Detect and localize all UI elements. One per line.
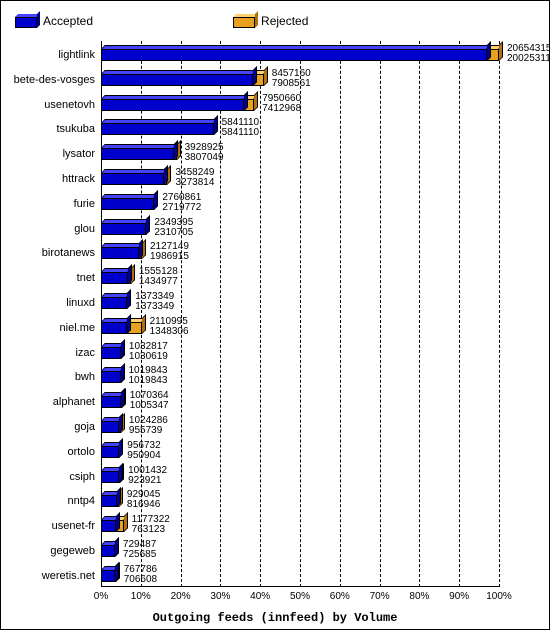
value-accepted: 1348306 — [150, 327, 189, 337]
x-tick-label: 20% — [171, 591, 191, 602]
category-label: nntp4 — [67, 495, 95, 507]
category-label: tnet — [77, 272, 95, 284]
category-label: httrack — [62, 173, 95, 185]
value-accepted: 1373349 — [135, 302, 174, 312]
legend-swatch-rejected — [233, 14, 255, 28]
bar-accepted — [101, 119, 214, 135]
category-label: gegeweb — [50, 545, 95, 557]
category-label: bete-des-vosges — [14, 74, 95, 86]
bar-accepted — [101, 45, 487, 61]
bar-accepted — [101, 219, 146, 235]
category-label: usenetovh — [44, 99, 95, 111]
chart-container: Accepted Rejected 0%10%20%30%40%50%60%70… — [0, 0, 550, 630]
bar-accepted — [101, 467, 119, 483]
bar-accepted — [101, 268, 128, 284]
gridline — [340, 41, 341, 587]
x-tick-label: 10% — [131, 591, 151, 602]
value-accepted: 816946 — [127, 500, 160, 510]
x-axis-title: Outgoing feeds (innfeed) by Volume — [1, 611, 549, 625]
x-tick-label: 50% — [290, 591, 310, 602]
category-label: lysator — [63, 148, 95, 160]
bar-accepted — [101, 541, 115, 557]
category-label: alphanet — [53, 396, 95, 408]
legend-label: Accepted — [43, 14, 93, 28]
plot-area: 0%10%20%30%40%50%60%70%80%90%100%lightli… — [101, 41, 499, 587]
x-tick-label: 70% — [370, 591, 390, 602]
bar-accepted — [101, 392, 121, 408]
category-label: goja — [74, 421, 95, 433]
bar-accepted — [101, 194, 154, 210]
x-tick-label: 80% — [409, 591, 429, 602]
legend-label: Rejected — [261, 14, 308, 28]
category-label: glou — [74, 223, 95, 235]
bar-accepted — [101, 442, 119, 458]
value-accepted: 5841110 — [222, 128, 259, 138]
value-accepted: 3273814 — [175, 178, 214, 188]
category-label: tsukuba — [56, 123, 95, 135]
value-accepted: 725685 — [123, 550, 156, 560]
x-tick-label: 0% — [94, 591, 108, 602]
bar-accepted — [101, 293, 127, 309]
value-accepted: 950904 — [127, 451, 160, 461]
category-label: weretis.net — [42, 570, 95, 582]
bar-accepted — [101, 491, 117, 507]
x-tick-label: 60% — [330, 591, 350, 602]
value-accepted: 923921 — [128, 476, 161, 486]
category-label: niel.me — [60, 322, 95, 334]
value-accepted: 955739 — [129, 426, 162, 436]
bar-accepted — [101, 144, 174, 160]
legend-swatch-accepted — [15, 14, 37, 28]
category-label: csiph — [69, 471, 95, 483]
x-tick-label: 100% — [486, 591, 512, 602]
gridline — [380, 41, 381, 587]
bar-accepted — [101, 95, 244, 111]
bar-accepted — [101, 367, 121, 383]
gridline — [260, 41, 261, 587]
value-accepted: 1030619 — [129, 352, 168, 362]
gridline — [300, 41, 301, 587]
value-accepted: 3807049 — [185, 153, 224, 163]
value-accepted: 1986915 — [150, 252, 189, 262]
gridline — [499, 41, 500, 587]
category-label: linuxd — [66, 297, 95, 309]
value-accepted: 2310705 — [154, 228, 193, 238]
value-accepted: 1019843 — [129, 376, 168, 386]
value-accepted: 706608 — [124, 575, 157, 585]
legend-item-rejected: Rejected — [233, 14, 308, 28]
legend: Accepted Rejected — [1, 7, 549, 35]
bar-accepted — [101, 343, 121, 359]
bar-accepted — [101, 243, 139, 259]
category-label: bwh — [75, 371, 95, 383]
category-label: ortolo — [67, 446, 95, 458]
value-accepted: 1005347 — [130, 401, 169, 411]
bar-accepted — [101, 70, 253, 86]
bar-accepted — [101, 516, 116, 532]
category-label: furie — [74, 198, 95, 210]
category-label: lightlink — [58, 49, 95, 61]
bar-accepted — [101, 169, 164, 185]
value-accepted: 2719772 — [162, 203, 201, 213]
value-accepted: 20025311 — [507, 54, 550, 64]
value-accepted: 7908561 — [272, 79, 311, 89]
value-accepted: 763123 — [132, 525, 165, 535]
x-tick-label: 90% — [449, 591, 469, 602]
legend-item-accepted: Accepted — [15, 14, 93, 28]
value-accepted: 1434977 — [139, 277, 178, 287]
category-label: usenet-fr — [52, 520, 95, 532]
gridline — [459, 41, 460, 587]
value-accepted: 7412968 — [262, 104, 301, 114]
category-label: birotanews — [42, 247, 95, 259]
category-label: izac — [75, 347, 95, 359]
bar-accepted — [101, 318, 127, 334]
bar-accepted — [101, 417, 119, 433]
gridline — [419, 41, 420, 587]
x-tick-label: 40% — [250, 591, 270, 602]
x-tick-label: 30% — [210, 591, 230, 602]
bar-accepted — [101, 566, 115, 582]
